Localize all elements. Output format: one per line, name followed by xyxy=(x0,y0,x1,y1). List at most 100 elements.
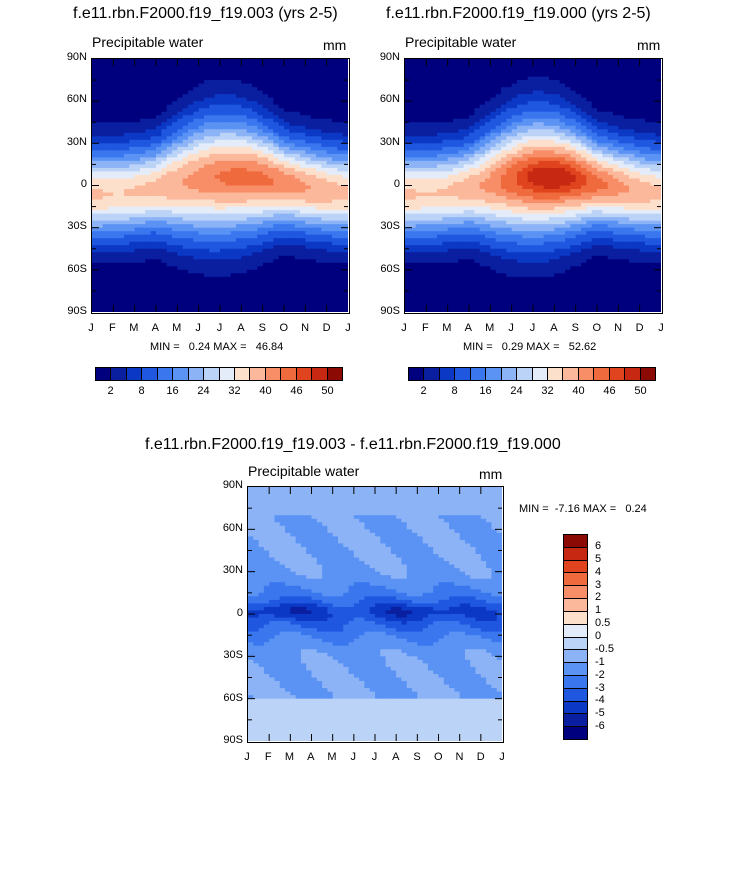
field-cell xyxy=(495,90,502,95)
field-cell xyxy=(511,118,518,123)
field-cell xyxy=(188,66,194,71)
field-cell xyxy=(108,94,114,99)
field-cell xyxy=(129,206,136,211)
field-cell xyxy=(182,181,189,187)
field-cell xyxy=(102,97,109,102)
field-cell xyxy=(613,94,619,99)
field-cell xyxy=(198,94,205,99)
field-cell xyxy=(431,118,438,123)
field-cell xyxy=(453,80,459,85)
field-cell xyxy=(241,206,248,211)
field-cell xyxy=(214,73,221,78)
field-cell xyxy=(262,304,269,310)
field-cell xyxy=(241,174,248,180)
field-cell xyxy=(342,87,348,92)
field-cell xyxy=(134,234,141,239)
field-cell xyxy=(410,80,417,85)
field-cell xyxy=(533,139,539,144)
field-cell xyxy=(156,245,162,250)
field-cell xyxy=(150,111,157,116)
field-cell xyxy=(182,157,189,162)
field-cell xyxy=(522,157,529,162)
field-cell xyxy=(268,245,274,250)
field-cell xyxy=(268,290,274,296)
field-cell xyxy=(479,132,486,137)
field-cell xyxy=(161,108,168,113)
field-cell xyxy=(172,129,178,134)
field-cell xyxy=(278,301,285,306)
field-cell xyxy=(156,213,162,218)
field-cell xyxy=(108,76,114,81)
field-cell xyxy=(262,73,269,78)
field-cell xyxy=(166,227,173,232)
field-cell xyxy=(246,196,253,201)
field-cell xyxy=(321,227,328,232)
field-cell xyxy=(113,69,120,74)
field-cell xyxy=(198,181,205,187)
field-cell xyxy=(332,192,338,197)
field-cell xyxy=(597,73,603,78)
field-cell xyxy=(316,73,322,78)
field-cell xyxy=(214,234,221,239)
field-cell xyxy=(225,266,232,271)
field-cell xyxy=(326,234,333,239)
field-cell xyxy=(252,59,258,64)
field-cell xyxy=(241,146,248,151)
field-cell xyxy=(102,59,109,64)
field-cell xyxy=(262,206,269,211)
field-cell xyxy=(257,276,264,281)
field-cell xyxy=(310,174,317,180)
field-cell xyxy=(220,125,226,130)
field-cell xyxy=(225,97,232,102)
field-cell xyxy=(241,108,248,113)
field-cell xyxy=(225,283,232,288)
field-cell xyxy=(300,80,306,85)
field-cell xyxy=(113,167,120,173)
field-cell xyxy=(102,139,109,144)
field-cell xyxy=(474,111,481,116)
field-cell xyxy=(257,111,264,116)
field-cell xyxy=(188,273,194,278)
field-cell xyxy=(118,294,125,299)
field-cell xyxy=(538,101,545,106)
field-cell xyxy=(97,276,104,281)
field-cell xyxy=(188,245,194,250)
field-cell xyxy=(575,90,582,95)
field-cell xyxy=(337,273,344,278)
field-cell xyxy=(156,111,162,116)
field-cell xyxy=(602,76,609,81)
field-cell xyxy=(522,87,529,92)
field-cell xyxy=(241,245,248,250)
field-cell xyxy=(421,108,427,113)
field-cell xyxy=(517,153,523,158)
field-cell xyxy=(113,62,120,67)
field-cell xyxy=(495,139,502,144)
field-cell xyxy=(198,150,205,155)
field-cell xyxy=(284,132,290,137)
field-cell xyxy=(469,76,475,81)
field-cell xyxy=(618,125,625,130)
field-cell xyxy=(332,73,338,78)
field-cell xyxy=(634,160,641,166)
field-cell xyxy=(543,115,550,120)
field-cell xyxy=(188,146,194,151)
field-cell xyxy=(453,132,459,137)
field-cell xyxy=(188,224,194,229)
field-cell xyxy=(161,118,168,123)
field-cell xyxy=(326,174,333,180)
field-cell xyxy=(262,118,269,123)
field-cell xyxy=(273,160,280,166)
field-cell xyxy=(645,122,651,127)
field-cell xyxy=(453,160,459,166)
field-cell xyxy=(442,108,449,113)
field-cell xyxy=(273,231,280,236)
field-cell xyxy=(156,189,162,194)
field-cell xyxy=(634,146,641,151)
field-cell xyxy=(447,111,454,116)
field-cell xyxy=(405,125,411,130)
field-cell xyxy=(321,94,328,99)
field-cell xyxy=(236,245,242,250)
field-cell xyxy=(591,160,598,166)
field-cell xyxy=(421,160,427,166)
field-cell xyxy=(209,234,216,239)
